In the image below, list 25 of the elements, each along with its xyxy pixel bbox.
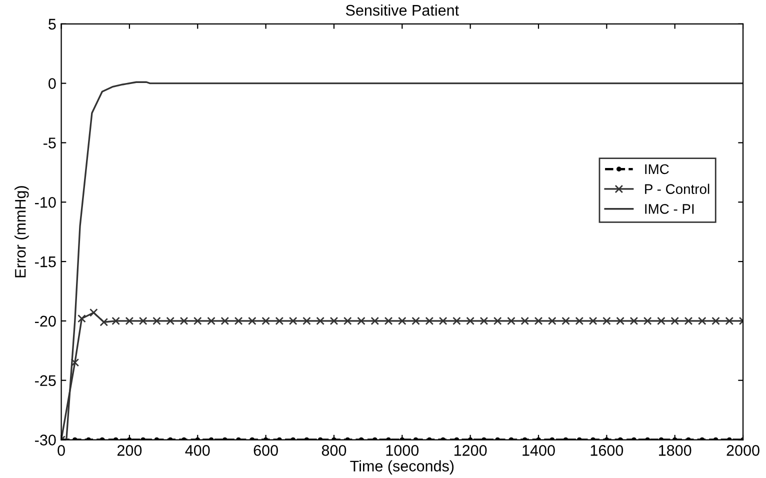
y-tick-label: -25 — [35, 375, 56, 386]
x-tick-label: 1800 — [659, 445, 692, 456]
y-tick-label: 5 — [48, 18, 56, 30]
x-tick-label: 1400 — [522, 445, 555, 456]
legend-label: IMC - PI — [645, 204, 694, 214]
x-tick-label: 1000 — [386, 445, 419, 456]
x-tick-label: 2000 — [726, 445, 760, 456]
x-tick-label: 400 — [185, 445, 210, 456]
x-axis-title: Time (seconds) — [350, 460, 454, 474]
y-tick-label: -10 — [35, 196, 56, 208]
chart-title: Sensitive Patient — [346, 4, 459, 16]
x-tick-label: 600 — [254, 445, 278, 456]
legend-label: IMC — [645, 164, 669, 174]
y-axis-title: Error (mmHg) — [14, 186, 29, 278]
x-tick-label: 1200 — [454, 445, 487, 456]
y-tick-label: -5 — [44, 138, 56, 148]
x-tick-label: 1600 — [590, 445, 624, 456]
legend-label: P - Control — [645, 184, 710, 194]
y-tick-label: 0 — [48, 78, 56, 89]
x-tick-label: 0 — [58, 445, 65, 456]
y-tick-label: -30 — [35, 434, 56, 446]
y-tick-label: -20 — [35, 316, 56, 327]
x-tick-label: 200 — [117, 445, 142, 456]
x-tick-label: 800 — [322, 445, 346, 456]
y-tick-label: -15 — [35, 256, 56, 268]
